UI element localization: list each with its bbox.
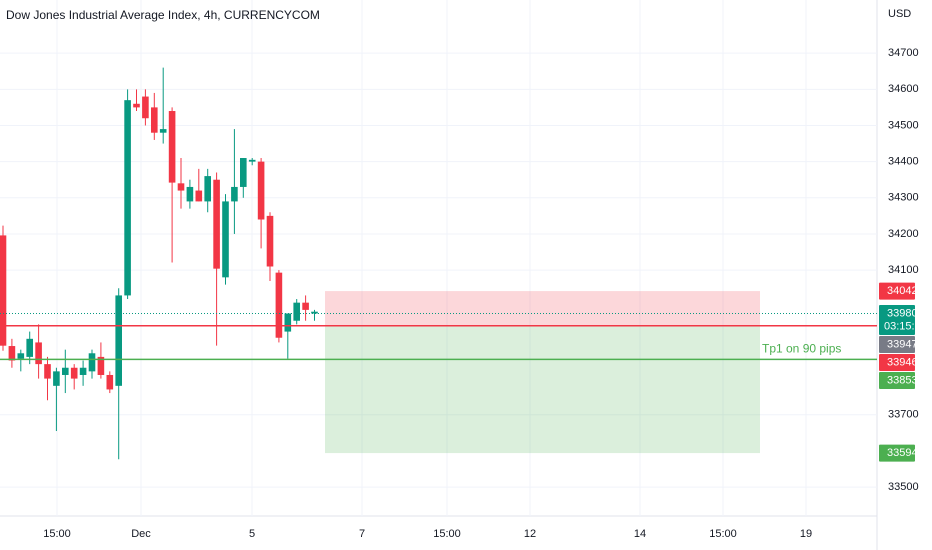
price-label: 33853 <box>887 374 918 386</box>
candle-body <box>248 159 256 162</box>
candle-body <box>8 346 16 361</box>
candle-body <box>35 342 42 365</box>
candle-body <box>275 272 283 338</box>
candle-body <box>293 302 300 321</box>
candle-body <box>168 111 176 183</box>
candle-body <box>257 161 265 220</box>
candle-body <box>302 302 309 310</box>
y-tick-label: 34400 <box>888 156 919 168</box>
candle-body <box>44 364 51 379</box>
y-tick-label: 34200 <box>888 228 919 240</box>
candle-body <box>17 353 25 359</box>
y-tick-label: 34300 <box>888 192 919 204</box>
candle-body <box>266 215 274 267</box>
y-tick-label: 34100 <box>888 264 919 276</box>
y-tick-label: 33500 <box>888 481 919 493</box>
candle-body <box>97 356 105 375</box>
candle-body <box>88 353 96 372</box>
candle-body <box>231 186 238 202</box>
y-tick-label: 34600 <box>888 83 919 95</box>
x-tick-label: 12 <box>524 528 536 540</box>
candle-body <box>284 313 292 332</box>
x-tick-label: 15:00 <box>433 528 461 540</box>
y-tick-label: 34500 <box>888 119 919 131</box>
price-label: 33980 <box>887 307 918 319</box>
price-label-box <box>879 336 915 354</box>
price-label: 33594 <box>887 447 918 459</box>
price-label: 33946 <box>887 356 918 368</box>
candle-body <box>186 186 194 202</box>
candle-body <box>222 201 229 278</box>
x-tick-label: 5 <box>249 528 255 540</box>
price-label-box <box>879 282 915 300</box>
x-tick-label: 19 <box>800 528 812 540</box>
candle-body <box>79 367 87 375</box>
stop-zone <box>325 291 760 326</box>
countdown: 03:15:09 <box>884 320 927 332</box>
price-label-box <box>879 372 915 390</box>
candle-body <box>204 176 211 202</box>
y-tick-label: 34700 <box>888 47 919 59</box>
candle-body <box>133 103 140 108</box>
target-zone <box>325 325 760 454</box>
y-tick-label: 33700 <box>888 409 919 421</box>
candle-body <box>151 107 158 133</box>
candle-body <box>213 179 220 269</box>
chart-title: Dow Jones Industrial Average Index, 4h, … <box>6 8 320 22</box>
candle-body <box>70 367 78 379</box>
candle-body <box>0 235 7 346</box>
candle-body <box>311 311 318 314</box>
x-tick-label: Dec <box>131 528 151 540</box>
candle-body <box>195 190 203 202</box>
x-tick-label: 15:00 <box>709 528 737 540</box>
candle-body <box>177 183 185 191</box>
candle-body <box>240 158 247 187</box>
candle-body <box>159 129 167 133</box>
candle-body <box>53 371 60 386</box>
x-tick-label: 7 <box>359 528 365 540</box>
candle-body <box>26 338 33 357</box>
x-tick-label: 14 <box>634 528 646 540</box>
x-tick-label: 15:00 <box>43 528 71 540</box>
candle-body <box>62 367 69 375</box>
price-label-box <box>879 354 915 372</box>
price-label: 34042 <box>887 285 918 297</box>
candle-body <box>106 374 114 390</box>
price-label-box <box>879 305 915 336</box>
candle-body <box>142 96 149 119</box>
price-label-box <box>879 444 915 462</box>
price-label: 33947 <box>887 338 918 350</box>
candle-body <box>115 295 122 386</box>
line-label: Tp1 on 90 pips <box>762 342 841 356</box>
currency-label: USD <box>888 8 911 20</box>
candle-body <box>124 100 131 296</box>
